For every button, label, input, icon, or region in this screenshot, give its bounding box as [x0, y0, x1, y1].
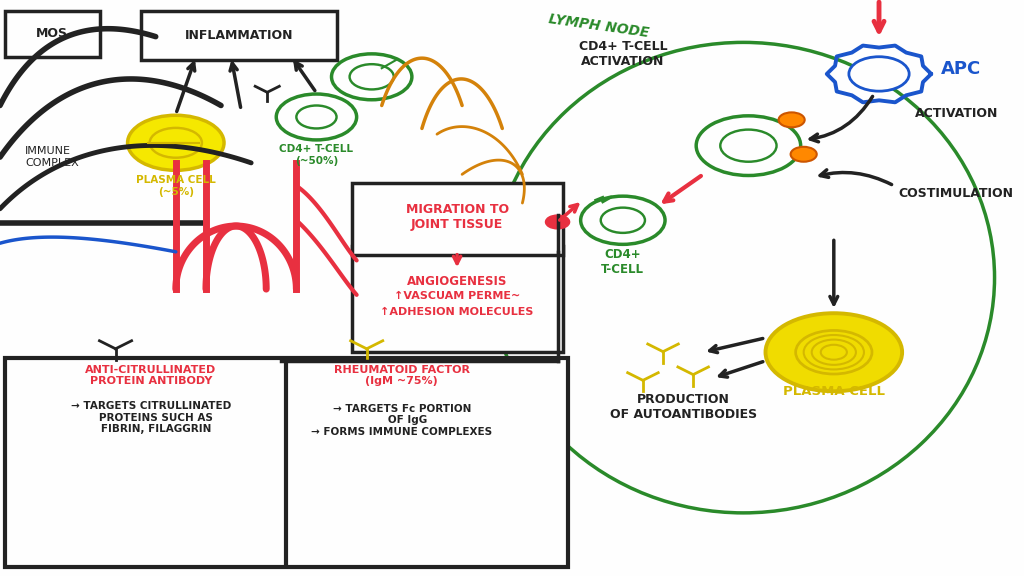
Text: ↑VASCUAM PERME~: ↑VASCUAM PERME~ [394, 291, 520, 301]
Text: LYMPH NODE: LYMPH NODE [548, 12, 650, 40]
Text: PLASMA CELL: PLASMA CELL [782, 385, 885, 398]
Text: MIGRATION TO
JOINT TISSUE: MIGRATION TO JOINT TISSUE [406, 203, 509, 232]
Text: → TARGETS Fc PORTION
   OF IgG
→ FORMS IMMUNE COMPLEXES: → TARGETS Fc PORTION OF IgG → FORMS IMMU… [311, 404, 493, 437]
Text: PLASMA CELL
(~5%): PLASMA CELL (~5%) [136, 175, 216, 196]
Text: COSTIMULATION: COSTIMULATION [899, 187, 1014, 200]
Circle shape [766, 313, 902, 391]
Text: ↑ADHESION MOLECULES: ↑ADHESION MOLECULES [380, 308, 534, 317]
FancyBboxPatch shape [5, 358, 567, 567]
Text: INFLAMMATION: INFLAMMATION [185, 29, 293, 42]
Text: CD4+ T-CELL
ACTIVATION: CD4+ T-CELL ACTIVATION [579, 40, 668, 69]
Text: PRODUCTION
OF AUTOANTIBODIES: PRODUCTION OF AUTOANTIBODIES [609, 393, 757, 421]
Text: APC: APC [941, 60, 982, 78]
FancyBboxPatch shape [5, 11, 100, 56]
Text: MOS: MOS [36, 27, 69, 40]
Circle shape [849, 56, 909, 91]
Text: ANTI-CITRULLINATED
PROTEIN ANTIBODY: ANTI-CITRULLINATED PROTEIN ANTIBODY [85, 365, 216, 386]
Text: IMMUNE
COMPLEX: IMMUNE COMPLEX [26, 146, 79, 168]
FancyBboxPatch shape [351, 183, 562, 255]
Text: CD4+
T-CELL: CD4+ T-CELL [601, 248, 644, 276]
Text: CD4+ T-CELL
(~50%): CD4+ T-CELL (~50%) [280, 144, 353, 165]
Text: ACTIVATION: ACTIVATION [914, 107, 998, 120]
Text: ANGIOGENESIS: ANGIOGENESIS [407, 275, 507, 288]
Circle shape [778, 112, 805, 127]
FancyBboxPatch shape [351, 246, 562, 353]
FancyBboxPatch shape [140, 11, 337, 59]
Text: → TARGETS CITRULLINATED
   PROTEINS SUCH AS
   FIBRIN, FILAGGRIN: → TARGETS CITRULLINATED PROTEINS SUCH AS… [71, 401, 230, 434]
Text: RHEUMATOID FACTOR
(IgM ~75%): RHEUMATOID FACTOR (IgM ~75%) [334, 365, 470, 386]
Circle shape [128, 115, 224, 170]
Circle shape [546, 215, 569, 229]
Circle shape [791, 147, 817, 162]
